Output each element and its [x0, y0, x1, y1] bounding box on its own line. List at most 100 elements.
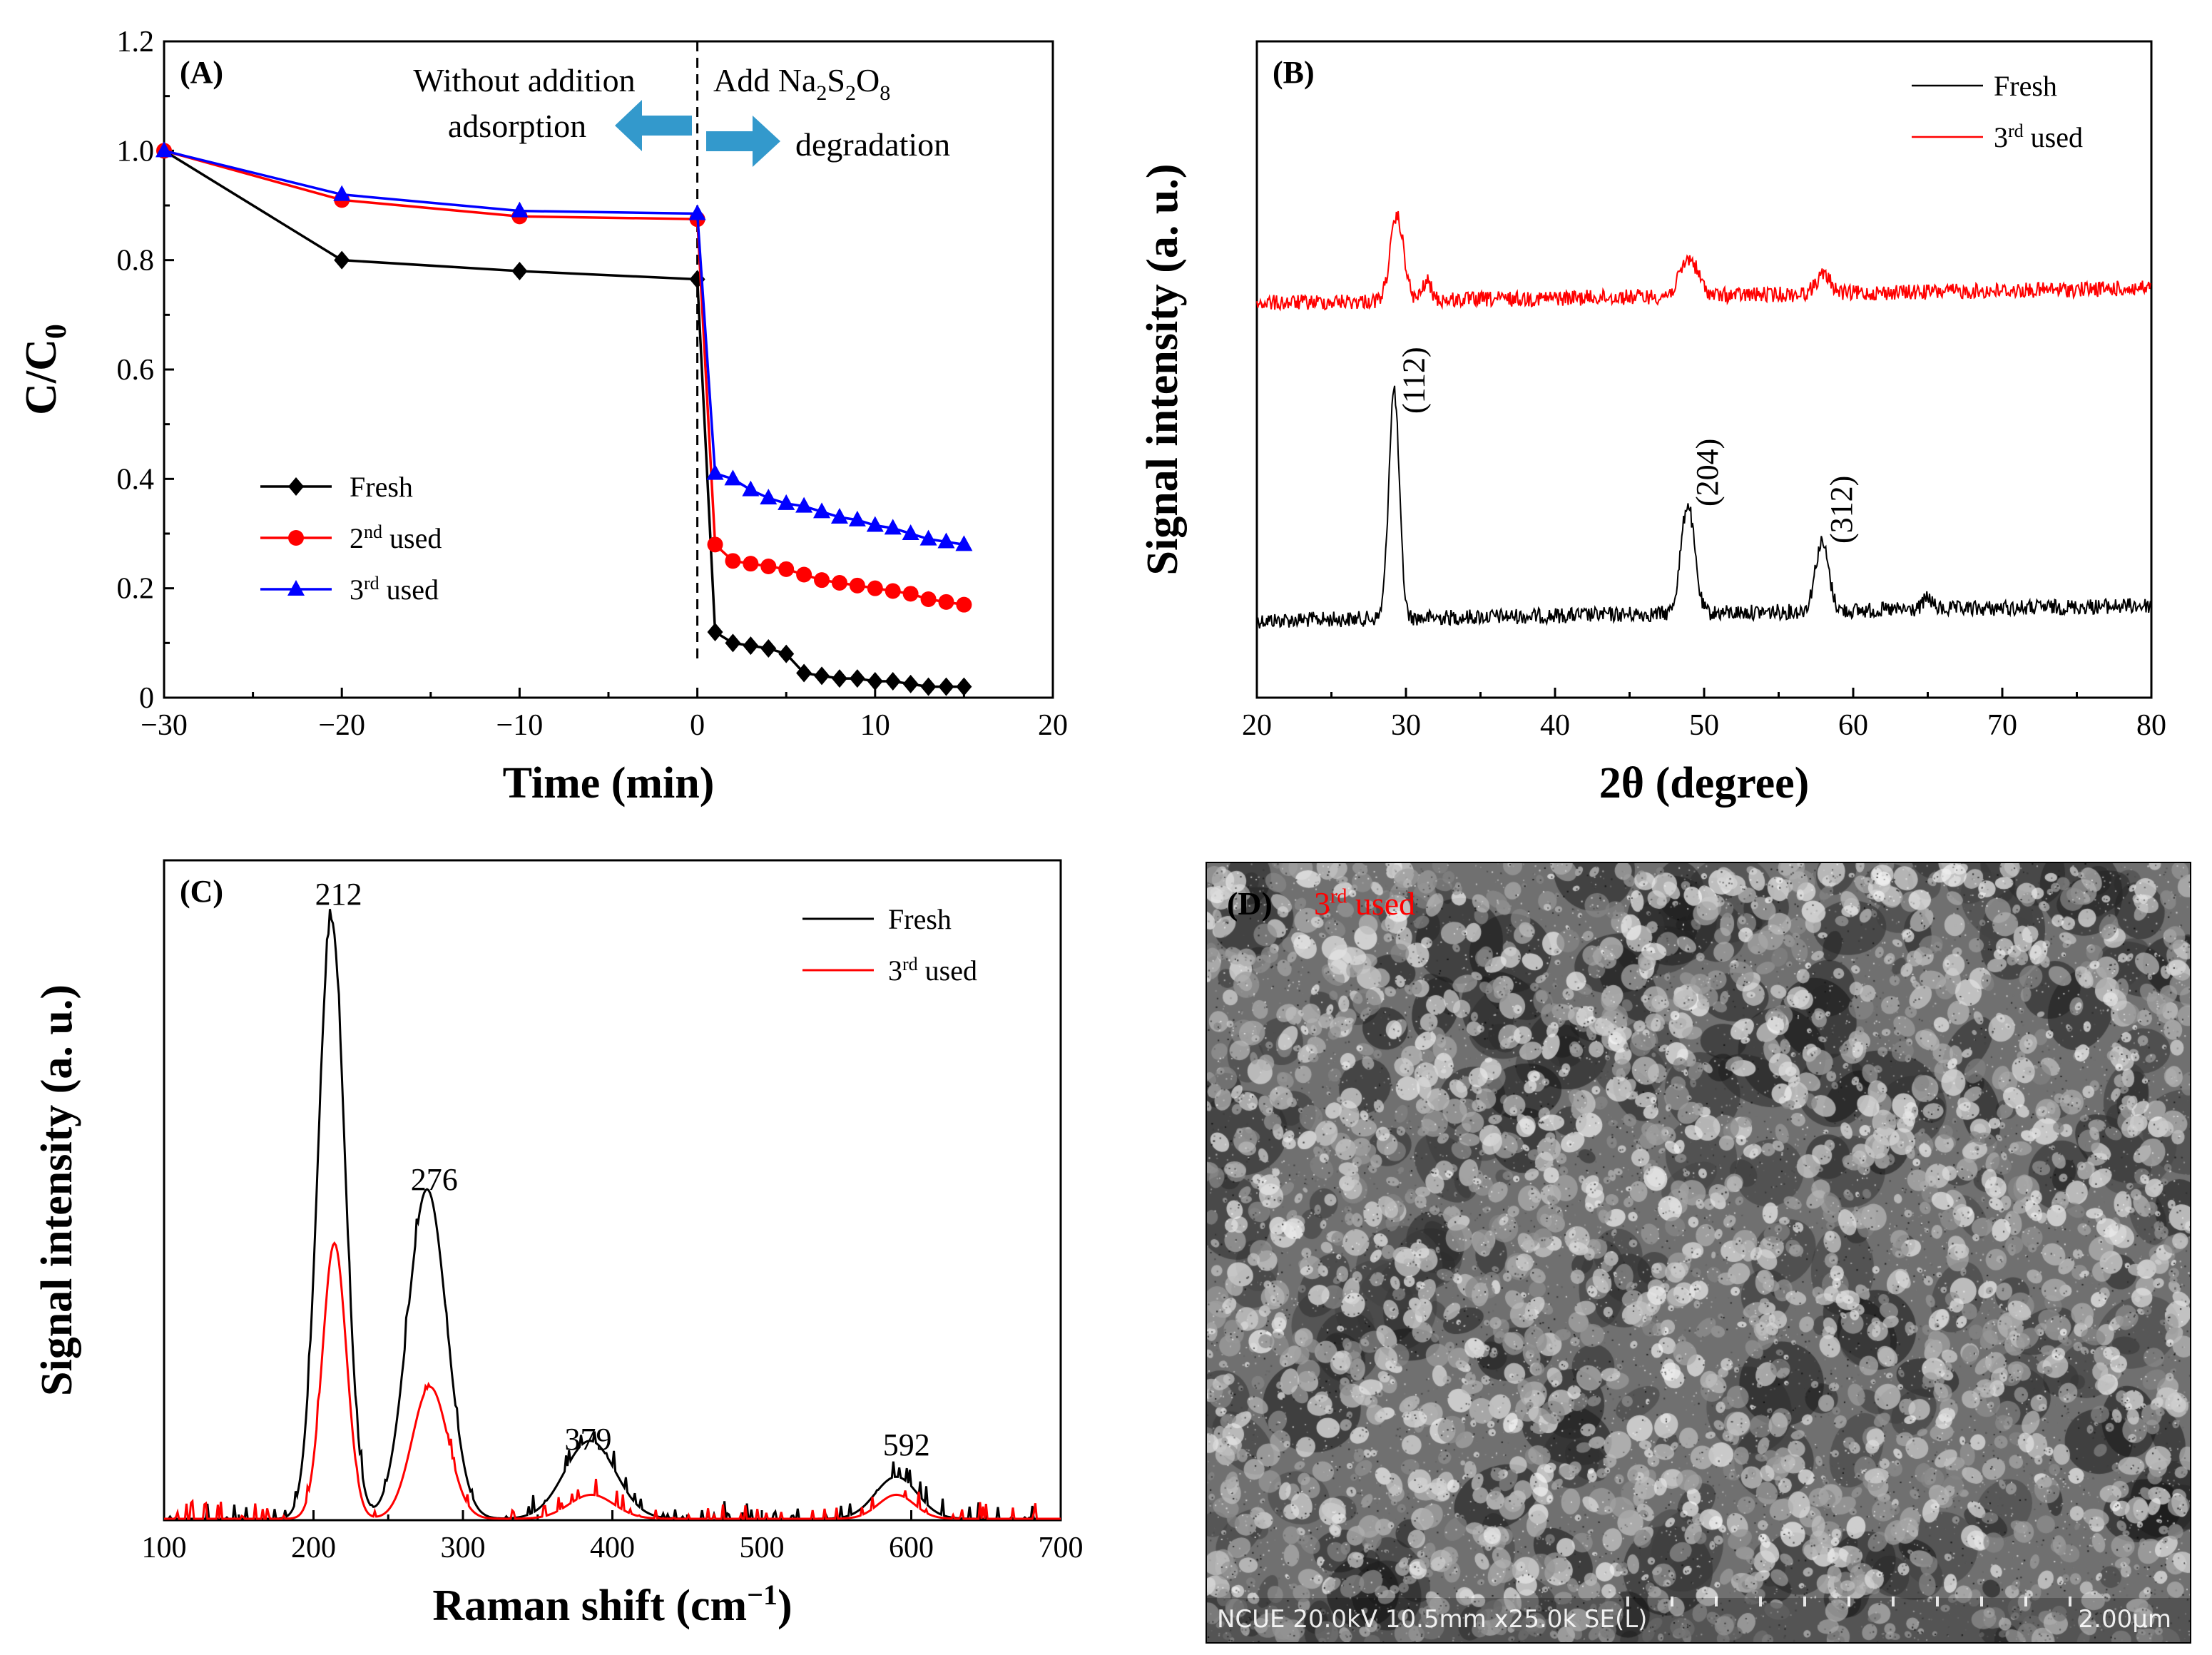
peak-label: 379 — [565, 1422, 612, 1457]
x-tick-label: −30 — [141, 709, 188, 742]
data-point — [778, 561, 795, 577]
panel-c-chart: 100 200 300 400 500 600 700 Raman shift (cm−1) S… — [33, 859, 1084, 1630]
data-point — [955, 535, 973, 551]
peak-label: (204) — [1690, 439, 1725, 506]
x-tick-label: 0 — [690, 709, 705, 742]
data-point — [902, 586, 919, 602]
raman-spectrum — [164, 909, 1061, 1521]
data-point — [831, 669, 847, 688]
data-point — [885, 583, 901, 599]
raman-spectrum — [164, 1241, 1061, 1520]
left-arrow — [615, 100, 692, 151]
data-point — [867, 580, 883, 596]
legend-marker — [287, 580, 305, 596]
data-point — [706, 464, 724, 480]
sem-scale-ticks — [1626, 1595, 2083, 1606]
data-point — [813, 502, 831, 519]
series-line — [163, 149, 964, 606]
peak-label: (112) — [1396, 347, 1431, 414]
y-tick-label: 0.6 — [117, 354, 155, 387]
peak-label: 212 — [315, 877, 362, 912]
sem-scale-tick — [1803, 1597, 1806, 1606]
data-point — [831, 575, 847, 591]
data-point — [796, 566, 812, 583]
data-point — [885, 672, 901, 691]
x-tick-label: 300 — [441, 1532, 486, 1564]
y-tick-label: 0.2 — [117, 573, 155, 606]
peak-label: (312) — [1824, 476, 1859, 544]
x-axis-label: 2θ (degree) — [1599, 759, 1810, 808]
legend-label: 3rd used — [350, 573, 439, 606]
panel-c-label: (C) — [180, 874, 223, 909]
data-point — [725, 633, 741, 653]
x-tick-label: 10 — [860, 709, 890, 742]
data-point — [849, 577, 865, 594]
y-axis-label: Signal intensity (a. u.) — [33, 984, 81, 1396]
x-tick-label: 500 — [740, 1532, 785, 1564]
peak-label: 276 — [411, 1162, 458, 1197]
data-point — [707, 536, 723, 553]
sem-scale-tick — [1626, 1597, 1629, 1606]
data-point — [902, 524, 919, 540]
data-point — [778, 644, 795, 663]
sem-info-text: NCUE 20.0kV 10.5mm x25.0k SE(L) — [1217, 1605, 1648, 1634]
sem-scale-tick — [1936, 1597, 1939, 1606]
data-point — [156, 141, 173, 158]
legend-label: 2nd used — [350, 521, 442, 554]
x-tick-label: 700 — [1039, 1532, 1084, 1564]
data-point — [867, 672, 883, 691]
data-point — [919, 529, 937, 546]
sem-scale-tick — [2069, 1597, 2071, 1606]
legend-label: 3rd used — [888, 954, 977, 987]
x-axis-label: Time (min) — [503, 759, 715, 808]
data-point — [938, 677, 954, 696]
data-point — [760, 639, 777, 658]
y-axis-label: C/C0 — [17, 324, 73, 415]
panel-a-chart: −30 −20 −10 0 10 20 0 0.2 0.4 0.6 0.8 1.0 1.2 Time (m… — [17, 26, 1068, 808]
data-point — [814, 572, 830, 589]
x-tick-label: 40 — [1540, 709, 1570, 742]
sem-micrograph — [1207, 863, 2190, 1642]
annotation-right-line2: degradation — [795, 126, 950, 163]
sem-scale-tick — [1847, 1597, 1850, 1606]
xrd-pattern — [1256, 210, 2151, 312]
sem-scale-tick — [2024, 1597, 2027, 1606]
data-point — [830, 508, 848, 524]
x-tick-label: 60 — [1838, 709, 1868, 742]
data-point — [707, 623, 723, 641]
data-point — [920, 677, 937, 696]
data-point — [511, 262, 528, 280]
data-point — [956, 596, 972, 613]
panel-d-sample-label: 3rd used — [1314, 885, 1416, 922]
data-point — [743, 556, 759, 572]
sem-scale-tick — [1892, 1597, 1895, 1606]
y-tick-label: 0.8 — [117, 245, 155, 277]
data-point — [920, 591, 937, 607]
data-point — [743, 636, 759, 656]
x-axis-label: Raman shift (cm−1) — [432, 1579, 792, 1630]
x-tick-label: 50 — [1689, 709, 1719, 742]
annotation-left-line2: adsorption — [448, 108, 586, 144]
peak-label: 592 — [883, 1427, 930, 1462]
x-tick-label: 70 — [1987, 709, 2017, 742]
data-point — [334, 250, 350, 270]
data-point — [956, 677, 972, 696]
x-tick-label: 80 — [2136, 709, 2166, 742]
data-point — [937, 532, 955, 549]
y-axis-label: Signal intensity (a. u.) — [1138, 163, 1187, 575]
data-point — [688, 204, 706, 220]
y-tick-label: 1.0 — [117, 135, 155, 168]
y-tick-label: 1.2 — [117, 26, 155, 58]
data-point — [725, 553, 741, 569]
data-point — [333, 185, 351, 201]
x-tick-label: 200 — [291, 1532, 336, 1564]
data-point — [760, 559, 777, 574]
data-point — [849, 669, 865, 688]
legend-label: Fresh — [350, 471, 413, 503]
data-point — [884, 519, 902, 535]
data-point — [511, 201, 529, 218]
data-point — [742, 480, 760, 496]
data-point — [848, 510, 866, 526]
data-point — [795, 496, 813, 513]
